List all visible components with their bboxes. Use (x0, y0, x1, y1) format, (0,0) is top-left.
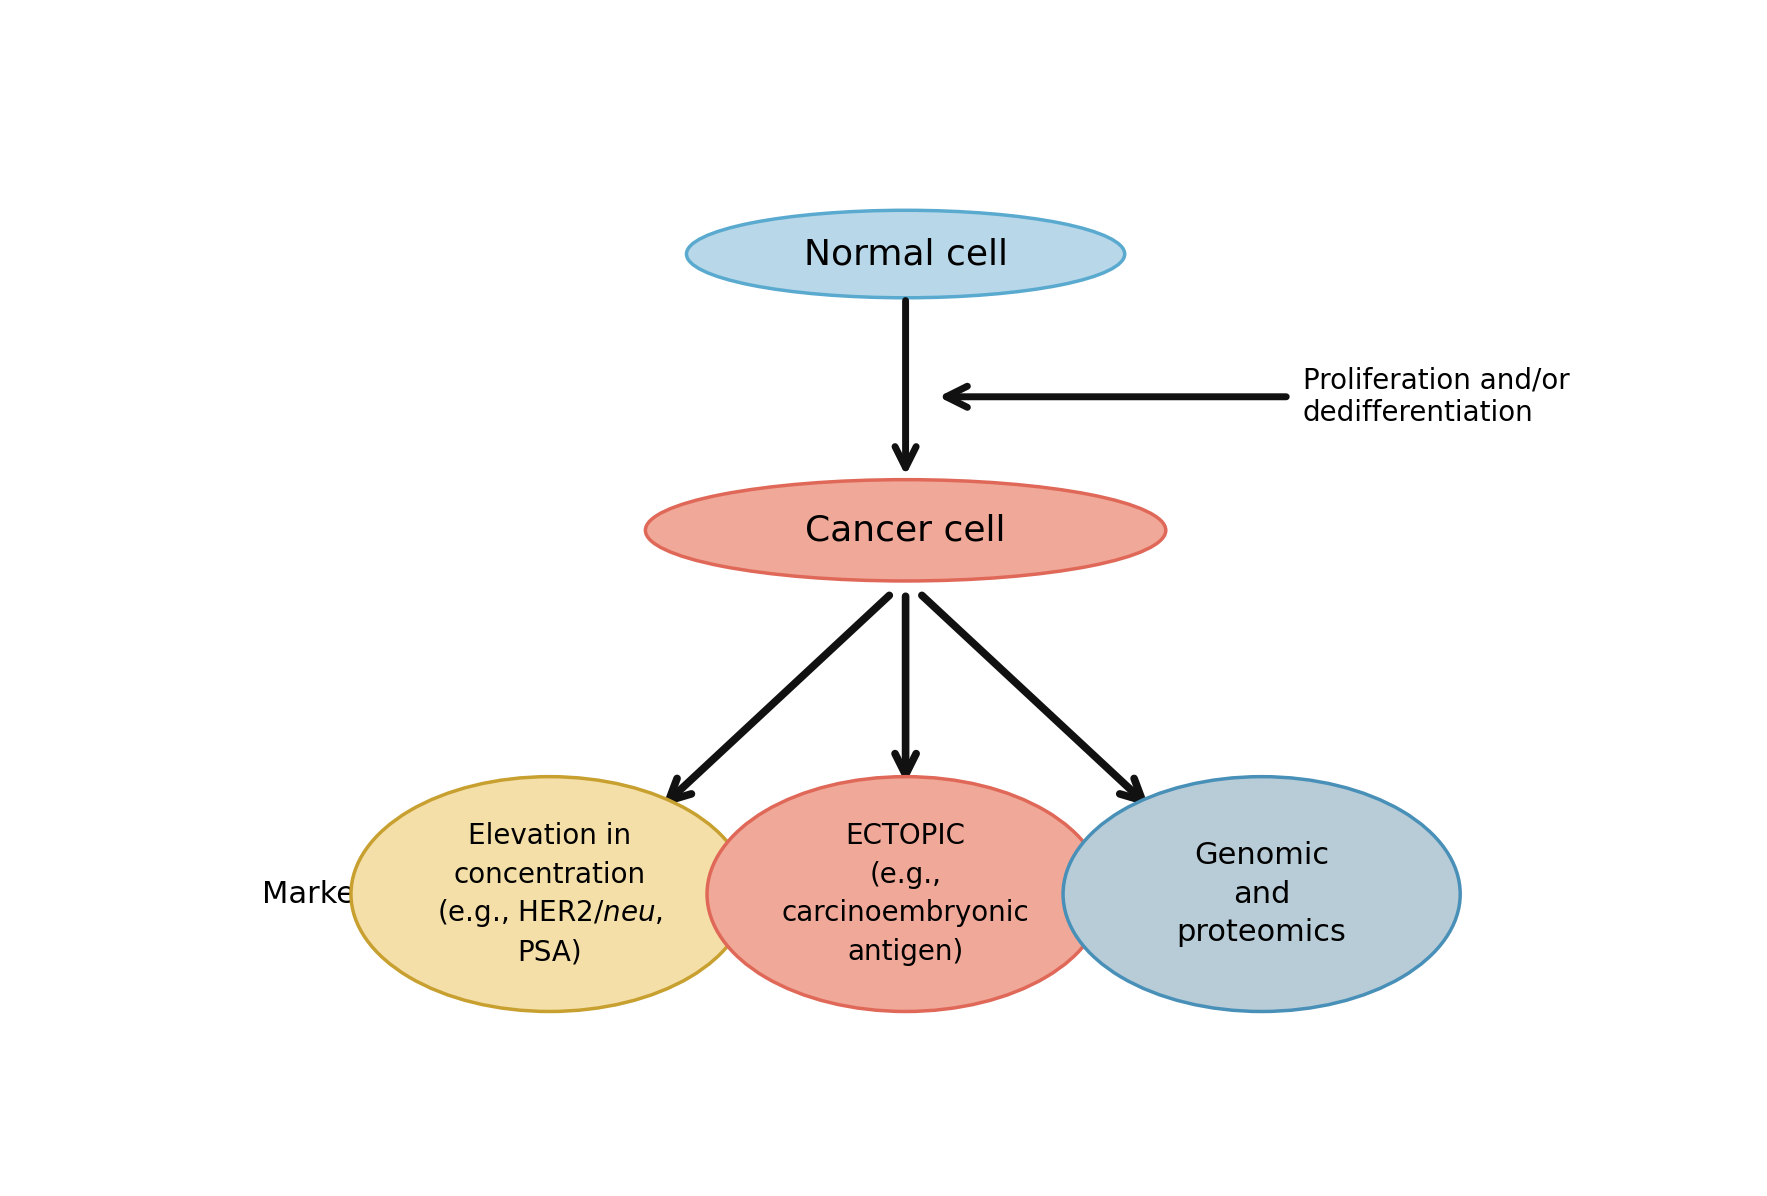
Ellipse shape (1064, 776, 1460, 1012)
Ellipse shape (645, 480, 1166, 581)
Text: Genomic: Genomic (1194, 841, 1329, 869)
Text: (e.g.,: (e.g., (869, 861, 942, 889)
Text: antigen): antigen) (848, 938, 963, 966)
Text: (e.g., HER2/$\it{neu}$,: (e.g., HER2/$\it{neu}$, (436, 897, 663, 929)
Text: ECTOPIC: ECTOPIC (846, 822, 965, 850)
Text: Proliferation and/or
dedifferentiation: Proliferation and/or dedifferentiation (1302, 366, 1569, 427)
Text: proteomics: proteomics (1177, 919, 1346, 947)
Text: concentration: concentration (454, 861, 645, 889)
Ellipse shape (686, 210, 1126, 298)
Text: Elevation in: Elevation in (468, 822, 631, 850)
Ellipse shape (707, 776, 1104, 1012)
Text: carcinoembryonic: carcinoembryonic (781, 899, 1030, 927)
Ellipse shape (352, 776, 747, 1012)
Text: Cancer cell: Cancer cell (806, 513, 1005, 548)
Text: Normal cell: Normal cell (804, 237, 1007, 271)
Text: PSA): PSA) (518, 938, 581, 966)
Text: and: and (1233, 879, 1290, 909)
Text: Markers: Markers (262, 879, 383, 909)
